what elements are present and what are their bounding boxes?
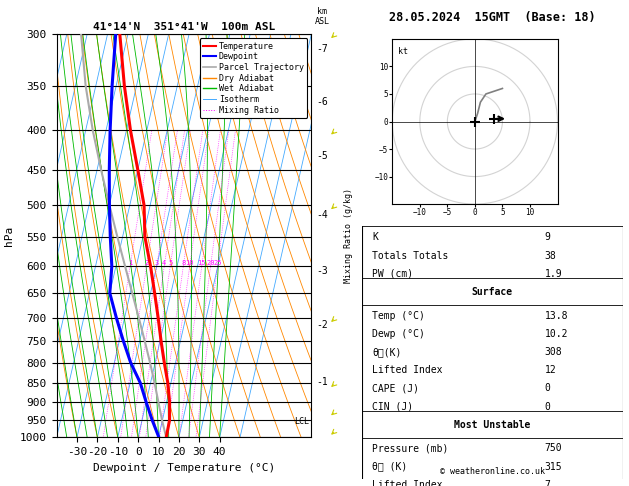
Text: Most Unstable: Most Unstable — [454, 420, 530, 430]
Text: θᴇ (K): θᴇ (K) — [372, 462, 408, 471]
Text: 10.2: 10.2 — [545, 329, 568, 339]
Text: 5: 5 — [168, 260, 172, 266]
Text: 7: 7 — [545, 480, 550, 486]
Text: 1.9: 1.9 — [545, 269, 562, 278]
Text: km
ASL: km ASL — [315, 6, 330, 26]
Text: 25: 25 — [213, 260, 222, 266]
Text: 0: 0 — [545, 383, 550, 393]
Text: Totals Totals: Totals Totals — [372, 250, 448, 260]
Title: 41°14'N  351°41'W  100m ASL: 41°14'N 351°41'W 100m ASL — [93, 22, 275, 32]
Text: K: K — [372, 232, 378, 243]
Text: LCL: LCL — [294, 417, 309, 427]
Text: -2: -2 — [316, 320, 328, 330]
Text: 38: 38 — [545, 250, 556, 260]
Text: PW (cm): PW (cm) — [372, 269, 413, 278]
Text: Mixing Ratio (g/kg): Mixing Ratio (g/kg) — [344, 188, 353, 283]
Text: 750: 750 — [545, 443, 562, 453]
Text: 20: 20 — [206, 260, 214, 266]
Text: 15: 15 — [198, 260, 206, 266]
Text: 12: 12 — [545, 365, 556, 375]
Text: θᴇ(K): θᴇ(K) — [372, 347, 401, 357]
Text: Pressure (mb): Pressure (mb) — [372, 443, 448, 453]
Text: 2: 2 — [145, 260, 148, 266]
Legend: Temperature, Dewpoint, Parcel Trajectory, Dry Adiabat, Wet Adiabat, Isotherm, Mi: Temperature, Dewpoint, Parcel Trajectory… — [199, 38, 307, 118]
Text: 4: 4 — [162, 260, 167, 266]
Text: Temp (°C): Temp (°C) — [372, 311, 425, 321]
Text: 315: 315 — [545, 462, 562, 471]
Text: Dewp (°C): Dewp (°C) — [372, 329, 425, 339]
Y-axis label: hPa: hPa — [4, 226, 14, 246]
Text: 3: 3 — [155, 260, 159, 266]
Text: 308: 308 — [545, 347, 562, 357]
Text: Surface: Surface — [472, 287, 513, 297]
Text: kt: kt — [398, 47, 408, 56]
Text: -8: -8 — [316, 0, 328, 1]
Text: Lifted Index: Lifted Index — [372, 365, 443, 375]
Text: 1: 1 — [128, 260, 132, 266]
X-axis label: Dewpoint / Temperature (°C): Dewpoint / Temperature (°C) — [93, 463, 275, 473]
Text: CIN (J): CIN (J) — [372, 401, 413, 412]
Text: -4: -4 — [316, 210, 328, 220]
Text: 8: 8 — [181, 260, 186, 266]
Text: -5: -5 — [316, 151, 328, 161]
Text: CAPE (J): CAPE (J) — [372, 383, 419, 393]
Text: © weatheronline.co.uk: © weatheronline.co.uk — [440, 467, 545, 476]
Text: 0: 0 — [545, 401, 550, 412]
Text: -3: -3 — [316, 266, 328, 276]
Text: 28.05.2024  15GMT  (Base: 18): 28.05.2024 15GMT (Base: 18) — [389, 11, 596, 24]
Text: 9: 9 — [545, 232, 550, 243]
Text: Lifted Index: Lifted Index — [372, 480, 443, 486]
Text: -6: -6 — [316, 98, 328, 107]
Text: 10: 10 — [186, 260, 194, 266]
Text: -7: -7 — [316, 44, 328, 54]
Text: 13.8: 13.8 — [545, 311, 568, 321]
Text: -1: -1 — [316, 377, 328, 387]
